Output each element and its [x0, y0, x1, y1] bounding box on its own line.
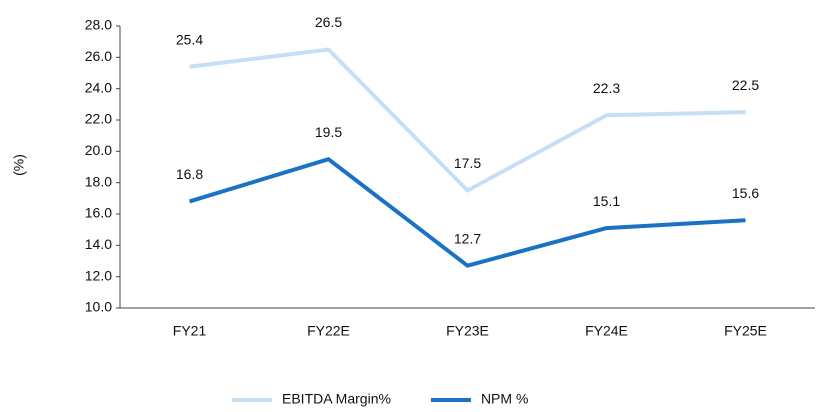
- y-tick-label: 16.0: [85, 205, 112, 221]
- data-label: 26.5: [315, 14, 342, 30]
- data-label: 12.7: [454, 230, 481, 246]
- x-tick-label: FY21: [173, 323, 207, 339]
- y-tick-label: 28.0: [85, 17, 112, 33]
- x-tick-label: FY24E: [585, 323, 628, 339]
- legend-label: NPM %: [481, 391, 528, 407]
- data-label: 19.5: [315, 124, 342, 140]
- data-label: 17.5: [454, 155, 481, 171]
- line-series: [188, 157, 746, 268]
- legend-label: EBITDA Margin%: [282, 391, 391, 407]
- y-tick-label: 10.0: [85, 299, 112, 315]
- y-tick-label: 18.0: [85, 173, 112, 189]
- y-tick-label: 20.0: [85, 142, 112, 158]
- x-tick-label: FY25E: [724, 323, 767, 339]
- y-tick-label: 14.0: [85, 236, 112, 252]
- y-tick-label: 22.0: [85, 111, 112, 127]
- data-label: 25.4: [176, 31, 203, 47]
- data-label: 16.8: [176, 166, 203, 182]
- y-tick-label: 12.0: [85, 267, 112, 283]
- y-tick-label: 26.0: [85, 48, 112, 64]
- data-label: 15.1: [593, 193, 620, 209]
- x-tick-label: FY23E: [446, 323, 489, 339]
- line-series: [189, 47, 746, 193]
- data-label: 15.6: [732, 185, 759, 201]
- y-tick-label: 24.0: [85, 79, 112, 95]
- data-label: 22.3: [593, 80, 620, 96]
- y-axis-label: (%): [11, 154, 27, 176]
- x-tick-label: FY22E: [307, 323, 350, 339]
- data-label: 22.5: [732, 77, 759, 93]
